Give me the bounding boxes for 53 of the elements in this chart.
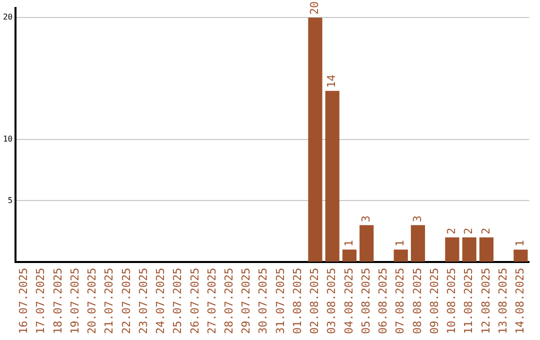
x-tick-label: 14.08.2025 [514,268,527,334]
data-label: 14 [325,74,338,88]
x-tick-label: 23.07.2025 [136,268,150,334]
x-tick-label: 06.08.2025 [376,268,390,334]
x-tick-label: 02.08.2025 [308,268,322,334]
bar [479,237,494,262]
x-tick-label: 11.08.2025 [462,268,476,334]
x-tick-label: 27.07.2025 [205,268,218,334]
x-tick-label: 16.07.2025 [17,268,30,334]
data-label: 1 [342,240,356,247]
bar [308,18,322,262]
x-tick-label: 31.07.2025 [274,268,287,334]
x-tick-label: 08.08.2025 [410,268,424,334]
x-tick-label: 21.07.2025 [102,268,116,334]
data-label: 3 [359,216,372,222]
x-tick-label: 24.07.2025 [154,268,168,334]
bar [514,250,528,262]
bar [394,250,408,262]
bar [462,237,476,262]
x-tick-label: 17.07.2025 [34,268,48,334]
data-label: 1 [394,240,407,247]
x-tick-label: 01.08.2025 [290,268,304,334]
x-tick-label: 20.07.2025 [86,268,99,334]
x-tick-label: 12.08.2025 [479,268,492,334]
x-tick-label: 13.08.2025 [496,268,510,334]
x-tick-label: 09.08.2025 [428,268,441,334]
x-tick-label: 05.08.2025 [359,268,372,334]
data-label: 20 [308,1,322,15]
data-label: 3 [410,216,424,222]
x-tick-label: 28.07.2025 [222,268,236,334]
x-tick-label: 30.07.2025 [256,268,270,334]
x-tick-label: 19.07.2025 [68,268,82,334]
x-tick-label: 29.07.2025 [240,268,253,334]
bar [325,90,340,262]
bar [445,237,460,262]
x-tick-label: 22.07.2025 [120,268,133,334]
data-label: 1 [514,240,527,247]
x-tick-label: 10.08.2025 [445,268,458,334]
x-tick-label: 26.07.2025 [188,268,202,334]
y-tick-label: 10 [2,134,13,144]
bar [410,225,426,262]
x-tick-label: 04.08.2025 [342,268,356,334]
data-label: 2 [479,228,492,234]
x-tick-label: 18.07.2025 [51,268,64,334]
bar [342,250,357,262]
data-label: 2 [445,228,458,234]
x-tick-label: 03.08.2025 [325,268,338,334]
y-tick-label: 20 [2,12,13,22]
x-tick-label: 25.07.2025 [171,268,184,334]
y-tick-label: 5 [8,196,13,205]
x-tick-label: 07.08.2025 [394,268,407,334]
bar [360,225,374,262]
data-label: 2 [462,228,476,234]
